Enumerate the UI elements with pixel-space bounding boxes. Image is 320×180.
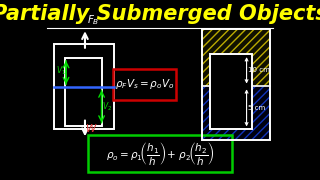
Text: $\rho_o = \rho_1\!\left(\dfrac{h_1}{h}\right)\!+\,\rho_2\!\left(\dfrac{h_2}{h}\r: $\rho_o = \rho_1\!\left(\dfrac{h_1}{h}\r… [106,140,214,167]
Bar [65,58,102,126]
Bar [202,29,270,140]
Bar [202,29,270,86]
Bar [88,135,232,172]
Text: 5 cm: 5 cm [248,105,266,111]
Text: $V_2$: $V_2$ [102,100,112,113]
Text: $V_1$: $V_1$ [56,65,66,77]
Bar [210,54,252,129]
Bar [54,44,114,129]
Text: 10 cm: 10 cm [248,67,270,73]
Bar [113,69,176,100]
Text: $\rho_F V_s = \rho_o V_o$: $\rho_F V_s = \rho_o V_o$ [115,77,174,91]
Text: $F_B$: $F_B$ [87,14,100,28]
Text: $W$: $W$ [85,122,98,134]
Bar [202,86,270,140]
Text: Partially Submerged Objects: Partially Submerged Objects [0,4,320,24]
